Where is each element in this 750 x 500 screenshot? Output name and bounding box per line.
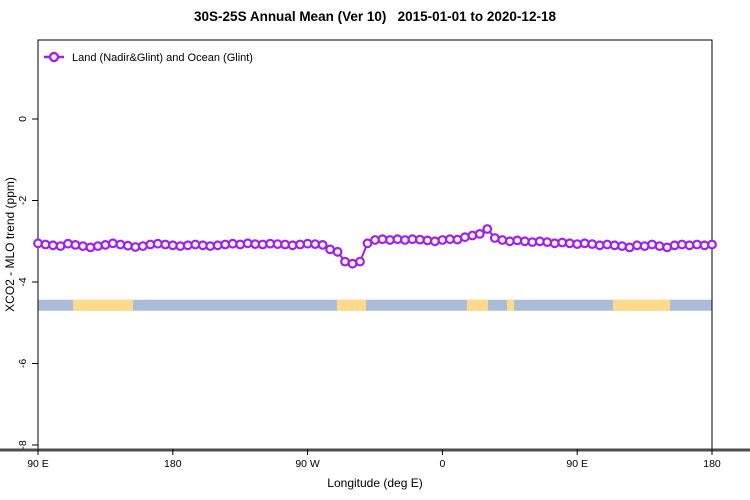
data-point-marker [220, 239, 231, 250]
x-axis-tick-label: 90 W [295, 458, 320, 470]
data-point-marker [415, 234, 425, 245]
data-point-marker [519, 236, 530, 247]
y-axis-tick-label: -4 [17, 277, 29, 286]
y-axis-tick-label: -2 [17, 196, 29, 205]
data-point-marker [639, 241, 650, 252]
x-axis-tick-label: 90 E [566, 458, 588, 470]
data-point-marker [145, 239, 156, 250]
data-point-marker [512, 235, 523, 246]
data-point-marker [647, 239, 657, 250]
data-point-marker [70, 239, 81, 250]
data-point-marker [33, 238, 43, 249]
data-point-marker [257, 239, 268, 250]
data-point-marker [287, 240, 298, 251]
data-point-marker [542, 237, 553, 248]
data-point-marker [437, 235, 448, 245]
legend-label: Land (Nadir&Glint) and Ocean (Glint) [72, 52, 253, 64]
y-axis-tick-label: 0 [17, 116, 29, 122]
data-point-marker [115, 239, 126, 250]
y-axis-tick-label: -6 [17, 359, 29, 368]
baseline [0, 448, 750, 452]
data-point-marker [430, 236, 440, 247]
data-point-marker [107, 238, 118, 249]
data-point-marker [137, 241, 148, 252]
data-point-marker [699, 240, 710, 251]
data-point-marker [205, 241, 216, 252]
data-point-marker [190, 239, 201, 250]
data-point-marker [377, 234, 388, 245]
x-axis-tick-label: 180 [164, 458, 182, 470]
data-point-marker [40, 239, 51, 250]
y-axis-label: XCO2 - MLO trend (ppm) [3, 177, 17, 312]
data-point-marker [212, 240, 223, 251]
data-point-marker [77, 241, 88, 252]
data-point-marker [295, 239, 306, 250]
data-point-marker [362, 238, 373, 249]
data-point-marker [572, 239, 583, 250]
data-point-marker [242, 238, 253, 249]
data-point-marker [182, 240, 193, 251]
data-point-marker [504, 236, 515, 247]
data-point-marker [160, 239, 171, 250]
data-point-marker [175, 241, 186, 252]
data-point-marker [460, 232, 470, 243]
data-point-marker [280, 239, 291, 250]
data-point-marker [317, 239, 328, 250]
data-point-marker [609, 240, 620, 251]
ocean-band [38, 299, 712, 311]
land-band-segment [73, 299, 133, 311]
data-point-marker [617, 241, 627, 252]
data-point-marker [392, 234, 403, 245]
data-point-marker [482, 224, 493, 234]
data-point-marker [355, 256, 365, 267]
data-point-marker [100, 239, 111, 250]
data-point-marker [332, 246, 343, 257]
legend-marker [48, 51, 60, 63]
land-band-segment [466, 299, 488, 311]
data-point-marker [85, 242, 96, 253]
data-point-marker [527, 237, 538, 248]
x-axis-tick-label: 180 [703, 458, 721, 470]
x-axis-tick-label: 0 [439, 458, 445, 470]
data-point-marker [92, 241, 103, 252]
data-point-marker [385, 235, 395, 245]
land-band-segment [507, 299, 514, 311]
land-band-segment [336, 299, 367, 311]
data-point-marker [632, 240, 642, 251]
data-point-marker [564, 238, 575, 249]
land-band-segment [612, 299, 671, 311]
x-axis-tick-label: 90 E [27, 458, 49, 470]
data-point-marker [692, 239, 702, 250]
data-point-marker [684, 240, 695, 251]
data-point-marker [167, 240, 178, 251]
data-point-marker [497, 235, 508, 245]
data-point-marker [654, 241, 665, 252]
data-point-marker [422, 235, 433, 246]
data-point-marker [227, 238, 238, 249]
data-point-marker [474, 228, 485, 239]
x-axis-label: Longitude (deg E) [327, 476, 422, 490]
data-point-marker [677, 239, 687, 250]
data-point-marker [587, 239, 598, 250]
data-point-marker [152, 238, 163, 249]
data-point-marker [235, 239, 246, 250]
y-axis-tick-label: -8 [17, 440, 29, 449]
data-point-marker [579, 238, 590, 249]
data-point-marker [48, 240, 58, 251]
data-point-marker [594, 240, 605, 251]
data-point-marker [370, 235, 380, 245]
data-point-marker [557, 237, 568, 248]
data-point-marker [122, 240, 133, 251]
data-point-marker [549, 238, 560, 249]
data-point-marker [707, 239, 717, 250]
data-point-marker [310, 239, 321, 250]
chart-title: 30S-25S Annual Mean (Ver 10) 2015-01-01 … [194, 9, 556, 24]
